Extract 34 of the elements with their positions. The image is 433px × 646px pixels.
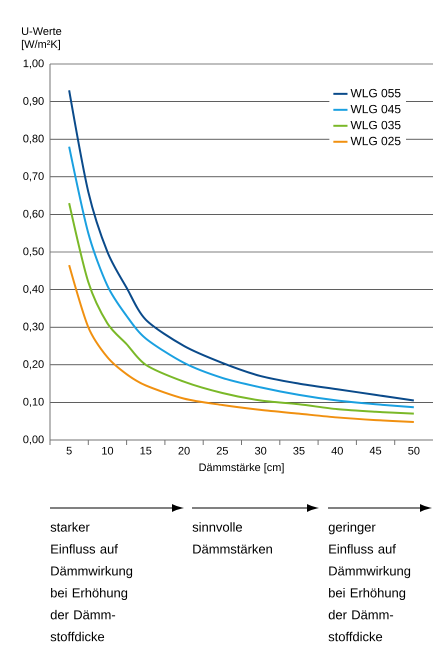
x-tick-label: 20 bbox=[178, 446, 190, 455]
legend-label: WLG 035 bbox=[350, 120, 400, 130]
y-tick-label: 0,70 bbox=[23, 172, 44, 182]
y-tick-label: 0,60 bbox=[23, 210, 44, 219]
x-axis-title: Dämmstärke [cm] bbox=[199, 463, 284, 474]
x-tick-label: 5 bbox=[66, 446, 72, 454]
x-tick-label: 45 bbox=[370, 446, 382, 454]
line-series bbox=[68, 89, 415, 402]
y-tick-label: 1,00 bbox=[24, 59, 44, 69]
line-series bbox=[68, 264, 415, 423]
text: geringer Einfluss auf Dämmwirkung bei Erhöhung der Dämm-stoffdicke bbox=[328, 522, 410, 642]
y-tick-label: 0,80 bbox=[23, 134, 44, 144]
y-axis-title: U-Werte [W/m²K] bbox=[22, 27, 62, 50]
x-tick-label: 10 bbox=[102, 446, 114, 455]
y-tick-label: 0,50 bbox=[23, 247, 44, 257]
x-tick-label: 50 bbox=[408, 446, 420, 455]
x-tick-label: 25 bbox=[216, 446, 228, 455]
y-tick-label: 0,40 bbox=[23, 285, 44, 294]
text: sinnvolle Dämmstärken bbox=[192, 522, 272, 554]
y-tick-label: 0,90 bbox=[23, 97, 44, 106]
y-tick-label: 0,20 bbox=[23, 360, 44, 370]
legend-label: WLG 025 bbox=[350, 136, 400, 146]
y-tick-label: 0,00 bbox=[23, 435, 44, 445]
legend-label: WLG 045 bbox=[350, 104, 400, 114]
y-tick-label: 0,10 bbox=[23, 398, 44, 407]
x-tick-label: 40 bbox=[331, 446, 343, 455]
line-series bbox=[68, 202, 415, 415]
y-tick-label: 0,30 bbox=[23, 322, 44, 332]
line-series bbox=[68, 146, 415, 408]
x-tick-label: 30 bbox=[254, 446, 266, 455]
legend-label: WLG 055 bbox=[350, 88, 400, 98]
x-tick-label: 15 bbox=[140, 446, 152, 454]
x-tick-label: 35 bbox=[293, 446, 305, 455]
text: starker Einfluss auf Dämmwirkung bei Erhöhung der Dämm-stoffdicke bbox=[50, 522, 132, 642]
